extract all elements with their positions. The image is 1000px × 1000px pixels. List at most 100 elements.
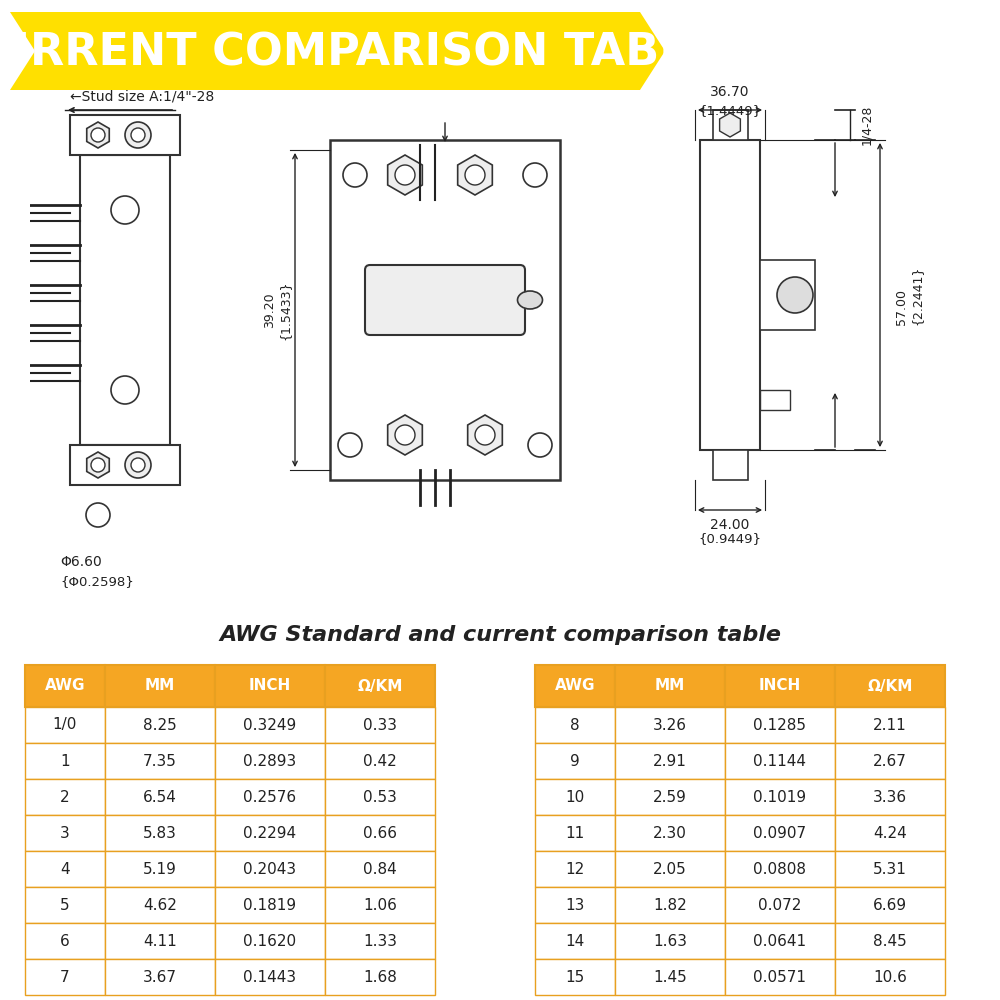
Text: 0.1019: 0.1019 xyxy=(753,790,807,804)
Bar xyxy=(325,923,435,959)
Bar xyxy=(760,390,790,410)
Bar xyxy=(105,851,215,887)
Polygon shape xyxy=(720,113,740,137)
Bar xyxy=(25,851,105,887)
Bar xyxy=(835,665,945,707)
Text: 15: 15 xyxy=(565,970,585,984)
Bar xyxy=(615,851,725,887)
Text: 0.2893: 0.2893 xyxy=(243,754,297,768)
Bar xyxy=(325,959,435,995)
Text: 9: 9 xyxy=(570,754,580,768)
Text: 1.06: 1.06 xyxy=(363,898,397,912)
Circle shape xyxy=(125,452,151,478)
Text: 10.6: 10.6 xyxy=(873,970,907,984)
Text: 0.42: 0.42 xyxy=(363,754,397,768)
Text: 2.11: 2.11 xyxy=(873,718,907,732)
Bar xyxy=(535,923,615,959)
Text: 1.45: 1.45 xyxy=(653,970,687,984)
Bar xyxy=(835,851,945,887)
Bar xyxy=(835,959,945,995)
Circle shape xyxy=(465,165,485,185)
Text: AWG Standard and current comparison table: AWG Standard and current comparison tabl… xyxy=(219,625,781,645)
Circle shape xyxy=(125,122,151,148)
Bar xyxy=(535,851,615,887)
Text: 4: 4 xyxy=(60,861,70,876)
Bar xyxy=(725,851,835,887)
Text: 6: 6 xyxy=(60,934,70,948)
Text: 3.36: 3.36 xyxy=(873,790,907,804)
Text: 2.30: 2.30 xyxy=(653,826,687,840)
Text: 0.33: 0.33 xyxy=(363,718,397,732)
Bar xyxy=(215,665,325,707)
Polygon shape xyxy=(458,155,492,195)
FancyBboxPatch shape xyxy=(365,265,525,335)
Text: 39.20
{1.5433}: 39.20 {1.5433} xyxy=(263,280,291,340)
Bar xyxy=(215,815,325,851)
Text: 0.84: 0.84 xyxy=(363,861,397,876)
Circle shape xyxy=(131,458,145,472)
Text: 4.62: 4.62 xyxy=(143,898,177,912)
Bar xyxy=(725,743,835,779)
Text: 5.19: 5.19 xyxy=(143,861,177,876)
Bar xyxy=(835,707,945,743)
Bar xyxy=(835,815,945,851)
Bar xyxy=(535,743,615,779)
Bar xyxy=(712,450,748,480)
Text: 1: 1 xyxy=(60,754,70,768)
Text: 7.35: 7.35 xyxy=(143,754,177,768)
Circle shape xyxy=(475,425,495,445)
Circle shape xyxy=(111,376,139,404)
Circle shape xyxy=(523,163,547,187)
Bar xyxy=(25,959,105,995)
Text: AWG: AWG xyxy=(45,678,85,694)
Text: INCH: INCH xyxy=(759,678,801,694)
Bar xyxy=(215,743,325,779)
Bar xyxy=(215,887,325,923)
Text: Φ6.60: Φ6.60 xyxy=(60,555,102,569)
Text: Ω/KM: Ω/KM xyxy=(357,678,403,694)
Text: 11: 11 xyxy=(565,826,585,840)
Bar xyxy=(535,779,615,815)
Bar xyxy=(25,887,105,923)
Text: 5: 5 xyxy=(60,898,70,912)
Bar xyxy=(615,779,725,815)
Circle shape xyxy=(91,128,105,142)
Bar xyxy=(25,665,105,707)
Bar xyxy=(105,743,215,779)
Text: 1/4-28: 1/4-28 xyxy=(860,105,873,145)
Bar xyxy=(725,815,835,851)
Bar xyxy=(25,923,105,959)
Bar xyxy=(535,707,615,743)
Text: AWG: AWG xyxy=(555,678,595,694)
Text: 4.24: 4.24 xyxy=(873,826,907,840)
Bar xyxy=(615,923,725,959)
Polygon shape xyxy=(10,12,665,90)
Bar xyxy=(215,923,325,959)
Circle shape xyxy=(777,277,813,313)
Bar xyxy=(615,707,725,743)
Text: 3: 3 xyxy=(60,826,70,840)
Bar xyxy=(535,959,615,995)
Text: 6.69: 6.69 xyxy=(873,898,907,912)
Text: 2: 2 xyxy=(60,790,70,804)
Text: CURRENT COMPARISON TABLE: CURRENT COMPARISON TABLE xyxy=(0,31,719,75)
Text: 1.68: 1.68 xyxy=(363,970,397,984)
Bar xyxy=(615,887,725,923)
Text: 0.1285: 0.1285 xyxy=(754,718,806,732)
Bar xyxy=(615,665,725,707)
Polygon shape xyxy=(87,452,109,478)
Text: 2.67: 2.67 xyxy=(873,754,907,768)
Ellipse shape xyxy=(518,291,542,309)
Bar xyxy=(215,779,325,815)
Bar xyxy=(725,779,835,815)
Bar xyxy=(325,815,435,851)
Text: 0.0641: 0.0641 xyxy=(753,934,807,948)
Text: 10: 10 xyxy=(565,790,585,804)
Bar xyxy=(712,110,748,140)
Text: 0.66: 0.66 xyxy=(363,826,397,840)
Text: 4.11: 4.11 xyxy=(143,934,177,948)
Bar xyxy=(105,959,215,995)
Text: 3.26: 3.26 xyxy=(653,718,687,732)
Bar xyxy=(215,851,325,887)
Bar xyxy=(615,959,725,995)
